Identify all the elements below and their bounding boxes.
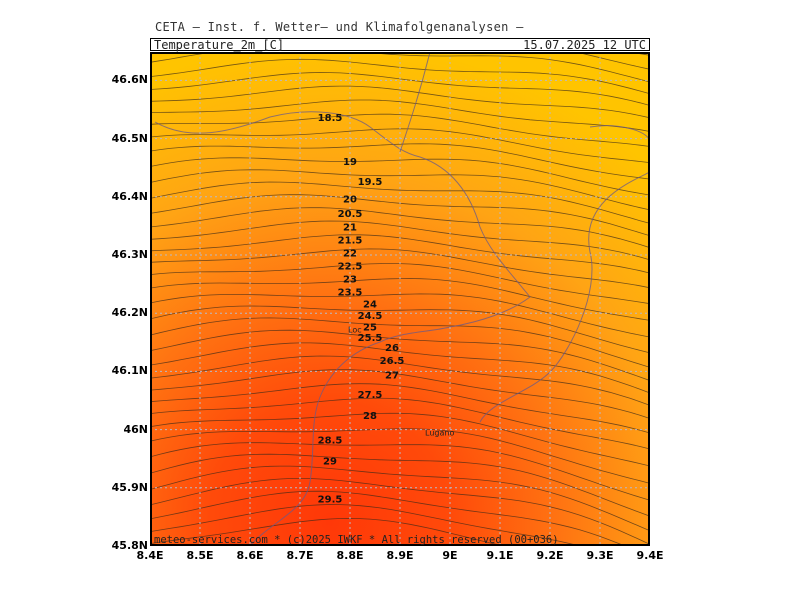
isotherm-label: 23 bbox=[343, 274, 357, 285]
isotherm-label: 21 bbox=[343, 223, 357, 234]
isotherm-line bbox=[150, 99, 650, 132]
border-line bbox=[399, 52, 431, 153]
isotherm-line bbox=[150, 220, 650, 261]
isotherm-line bbox=[150, 143, 650, 180]
isotherm-line bbox=[150, 442, 650, 501]
isotherm-label: 20.5 bbox=[338, 209, 363, 220]
isotherm-label: 22 bbox=[343, 249, 357, 260]
lon-tick-label: 9.1E bbox=[486, 549, 514, 562]
isotherm-label: 19 bbox=[343, 157, 357, 168]
isotherm-line bbox=[150, 293, 650, 338]
isotherm-label: 28 bbox=[363, 411, 377, 422]
lon-tick-label: 8.9E bbox=[386, 549, 414, 562]
lat-tick-label: 45.8N bbox=[111, 539, 148, 552]
lon-tick-label: 9.3E bbox=[586, 549, 614, 562]
lon-tick-label: 8.8E bbox=[336, 549, 364, 562]
isotherm-label: 27.5 bbox=[358, 390, 383, 401]
border-line bbox=[154, 111, 531, 546]
isotherm-line bbox=[150, 342, 650, 394]
isotherm-line bbox=[150, 207, 650, 249]
isotherm-label: 24.5 bbox=[358, 311, 383, 322]
isotherm-label: 27 bbox=[385, 370, 399, 381]
isotherm-label: 28.5 bbox=[318, 436, 343, 447]
isotherm-line bbox=[150, 465, 650, 532]
lon-tick-label: 9E bbox=[442, 549, 458, 562]
isotherm-label: 23.5 bbox=[338, 288, 363, 299]
isotherm-label: 29 bbox=[323, 457, 337, 468]
isotherm-label: 29.5 bbox=[318, 494, 343, 505]
isotherm-label: 26.5 bbox=[380, 356, 405, 367]
lon-tick-label: 8.5E bbox=[186, 549, 214, 562]
lat-tick-label: 46.4N bbox=[111, 189, 148, 203]
isotherm-label: 22.5 bbox=[338, 262, 363, 273]
isotherm-line bbox=[150, 85, 650, 119]
isotherm-line bbox=[150, 181, 650, 224]
parameter-label: Temperature_2m_[C] bbox=[154, 38, 285, 52]
place-label: Lugano bbox=[425, 428, 454, 437]
lat-tick-label: 45.9N bbox=[111, 480, 148, 494]
isotherm-line bbox=[150, 329, 650, 382]
lon-tick-label: 8.4E bbox=[136, 549, 164, 562]
isotherm-line bbox=[150, 305, 650, 354]
lon-tick-label: 9.4E bbox=[636, 549, 664, 562]
isotherm-label: 24 bbox=[363, 299, 377, 310]
isotherms bbox=[150, 52, 650, 546]
copyright-footer: meteo-services.com * (c)2025 IWKF * All … bbox=[154, 534, 559, 546]
isotherm-line bbox=[150, 52, 650, 83]
lat-tick-label: 46.1N bbox=[111, 364, 148, 378]
isotherm-line bbox=[150, 113, 650, 147]
isotherm-label: 18.5 bbox=[318, 113, 343, 124]
lat-tick-label: 46.6N bbox=[111, 73, 148, 87]
border-line bbox=[479, 171, 650, 423]
isotherm-label: 25.5 bbox=[358, 333, 383, 344]
lon-tick-label: 8.6E bbox=[236, 549, 264, 562]
valid-time-label: 15.07.2025 12 UTC bbox=[523, 38, 646, 52]
isotherm-line bbox=[150, 369, 650, 419]
isotherm-line bbox=[150, 157, 650, 196]
title-bar: Temperature_2m_[C] 15.07.2025 12 UTC bbox=[150, 38, 650, 52]
isotherm-line bbox=[150, 504, 582, 546]
isotherm-label: 19.5 bbox=[358, 177, 383, 188]
lat-lon-grid bbox=[150, 52, 650, 546]
place-label: Loc bbox=[348, 325, 362, 334]
lon-tick-label: 8.7E bbox=[286, 549, 314, 562]
isotherm-line bbox=[150, 169, 650, 211]
isotherm-line bbox=[150, 383, 650, 434]
lat-tick-label: 46.2N bbox=[111, 306, 148, 320]
lat-tick-label: 46N bbox=[123, 422, 148, 436]
isotherm-line bbox=[150, 317, 650, 368]
lat-tick-label: 46.3N bbox=[111, 248, 148, 261]
isotherm-line bbox=[150, 490, 626, 546]
isotherm-line bbox=[150, 453, 650, 517]
institute-header: CETA — Inst. f. Wetter— und Klimafolgena… bbox=[155, 20, 524, 34]
isotherm-label: 26 bbox=[385, 343, 399, 354]
temperature-map: 18.5 19 19.5 20 20.5 21 21.5 22 22.5 23 23.5 24 24.5… bbox=[150, 52, 650, 546]
place-labels: Loc Lugano bbox=[348, 325, 454, 437]
isotherm-label: 25 bbox=[363, 323, 377, 334]
isotherm-label: 21.5 bbox=[338, 235, 363, 246]
isotherm-line bbox=[150, 248, 650, 289]
lon-tick-label: 9.2E bbox=[536, 549, 564, 562]
lat-tick-label: 46.5N bbox=[111, 131, 148, 145]
isotherm-label: 20 bbox=[343, 195, 357, 206]
